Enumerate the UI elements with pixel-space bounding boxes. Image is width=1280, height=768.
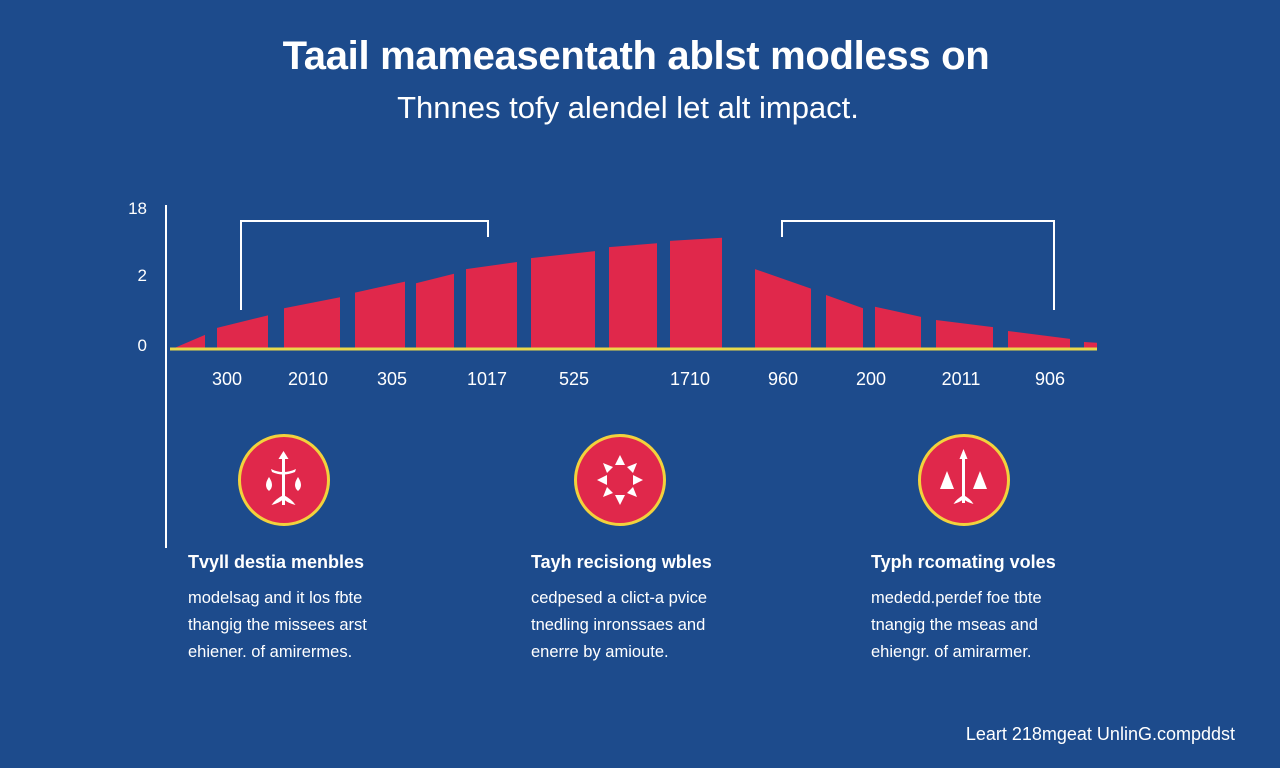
feature-text: mededd.perdef foe tbte (871, 589, 1042, 607)
x-tick-label: 906 (1035, 369, 1065, 389)
bar (826, 294, 863, 349)
bar (531, 251, 595, 349)
bar (755, 269, 811, 349)
bar (466, 262, 517, 349)
bar (217, 315, 268, 349)
bar (355, 281, 405, 349)
bar (609, 243, 657, 349)
feature-column: Typh rcomating voles mededd.perdef foe t… (871, 552, 1171, 666)
page-subtitle: Thnnes tofy alendel let alt impact. (397, 90, 859, 125)
feature-text: tnedling inronssaes and (531, 616, 706, 634)
x-tick-label: 305 (377, 369, 407, 389)
bracket-left (240, 220, 489, 310)
feature-text: ehiengr. of amirarmer. (871, 643, 1032, 661)
x-tick-label: 2010 (288, 369, 328, 389)
bar (284, 297, 340, 349)
feature-heading: Tvyll destia menbles (188, 552, 365, 572)
feature-column: Tvyll destia menbles modelsag and it los… (188, 552, 488, 666)
bar (936, 320, 993, 349)
page-title: Taail mameasentath ablst modless on (282, 34, 990, 78)
bar (1008, 330, 1070, 349)
y-tick-label: 0 (138, 336, 147, 355)
y-tick-label: 18 (128, 199, 147, 218)
bar (416, 273, 454, 349)
feature-text: enerre by amioute. (531, 643, 669, 661)
x-tick-label: 2011 (942, 369, 981, 389)
feature-text: ehiener. of amirermes. (188, 643, 353, 661)
x-tick-label: 1710 (670, 369, 710, 389)
bar (1084, 341, 1097, 349)
y-tick-label: 2 (138, 266, 147, 285)
feature-column: Tayh recisiong wbles cedpesed a clict-a … (531, 552, 831, 666)
arrows-icon (918, 434, 1010, 526)
bar (875, 306, 921, 349)
feature-text: cedpesed a clict-a pvice (531, 589, 708, 607)
x-tick-label: 200 (856, 369, 886, 389)
bar (172, 334, 205, 349)
bracket-right (781, 220, 1055, 310)
x-tick-label: 1017 (467, 369, 507, 389)
feature-text: thangig the missees arst (188, 616, 367, 634)
feature-text: tnangig the mseas and (871, 616, 1038, 634)
burst-icon (574, 434, 666, 526)
footer-text: Leart 218mgeat UnlinG.compddst (965, 724, 1235, 744)
x-tick-label: 300 (212, 369, 242, 389)
x-tick-label: 525 (559, 369, 589, 389)
bar (670, 237, 722, 349)
feature-heading: Tayh recisiong wbles (531, 552, 712, 572)
x-tick-label: 960 (768, 369, 798, 389)
feature-text: modelsag and it los fbte (188, 589, 363, 607)
feature-heading: Typh rcomating voles (871, 552, 1056, 572)
bar-chart: 18 2 0 300 2010 305 1017 525 1710 960 200 2011 90… (128, 199, 1097, 548)
scales-icon (238, 434, 330, 526)
